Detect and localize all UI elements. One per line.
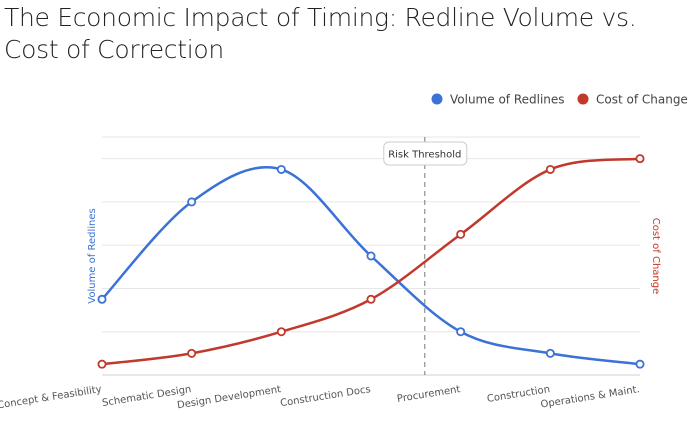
- legend-marker-cost: [577, 93, 589, 105]
- series-line-redlines: [101, 165, 641, 366]
- legend-label-cost: Cost of Change: [596, 93, 688, 107]
- data-point: [366, 294, 376, 304]
- risk-threshold-box: [383, 141, 468, 166]
- data-point: [276, 164, 286, 174]
- legend-marker-redlines: [431, 93, 443, 105]
- data-point: [635, 359, 645, 369]
- x-tick-label: Concept & Feasibility: [0, 384, 103, 411]
- legend-label-redlines: Volume of Redlines: [450, 93, 565, 107]
- data-point: [97, 294, 107, 304]
- data-point: [635, 154, 645, 164]
- chart-title: The Economic Impact of Timing: Redline V…: [4, 3, 637, 64]
- x-tick-label: Design Development: [176, 384, 282, 411]
- x-tick-label: Construction Docs: [279, 384, 371, 409]
- data-point: [187, 348, 197, 358]
- data-point: [276, 327, 286, 337]
- x-tick-label: Procurement: [396, 384, 461, 405]
- risk-threshold-label: Risk Threshold: [388, 150, 461, 161]
- data-point: [97, 359, 107, 369]
- data-point: [545, 164, 555, 174]
- data-point: [456, 327, 466, 337]
- series-line-cost: [101, 157, 641, 366]
- data-point: [366, 251, 376, 261]
- x-tick-label: Operations & Maint.: [540, 384, 641, 411]
- data-point: [456, 229, 466, 239]
- y-axis-title-left: Volume of Redlines: [87, 208, 98, 303]
- data-point: [187, 197, 197, 207]
- data-point: [545, 348, 555, 358]
- y-axis-title-right: Cost of Change: [650, 218, 661, 295]
